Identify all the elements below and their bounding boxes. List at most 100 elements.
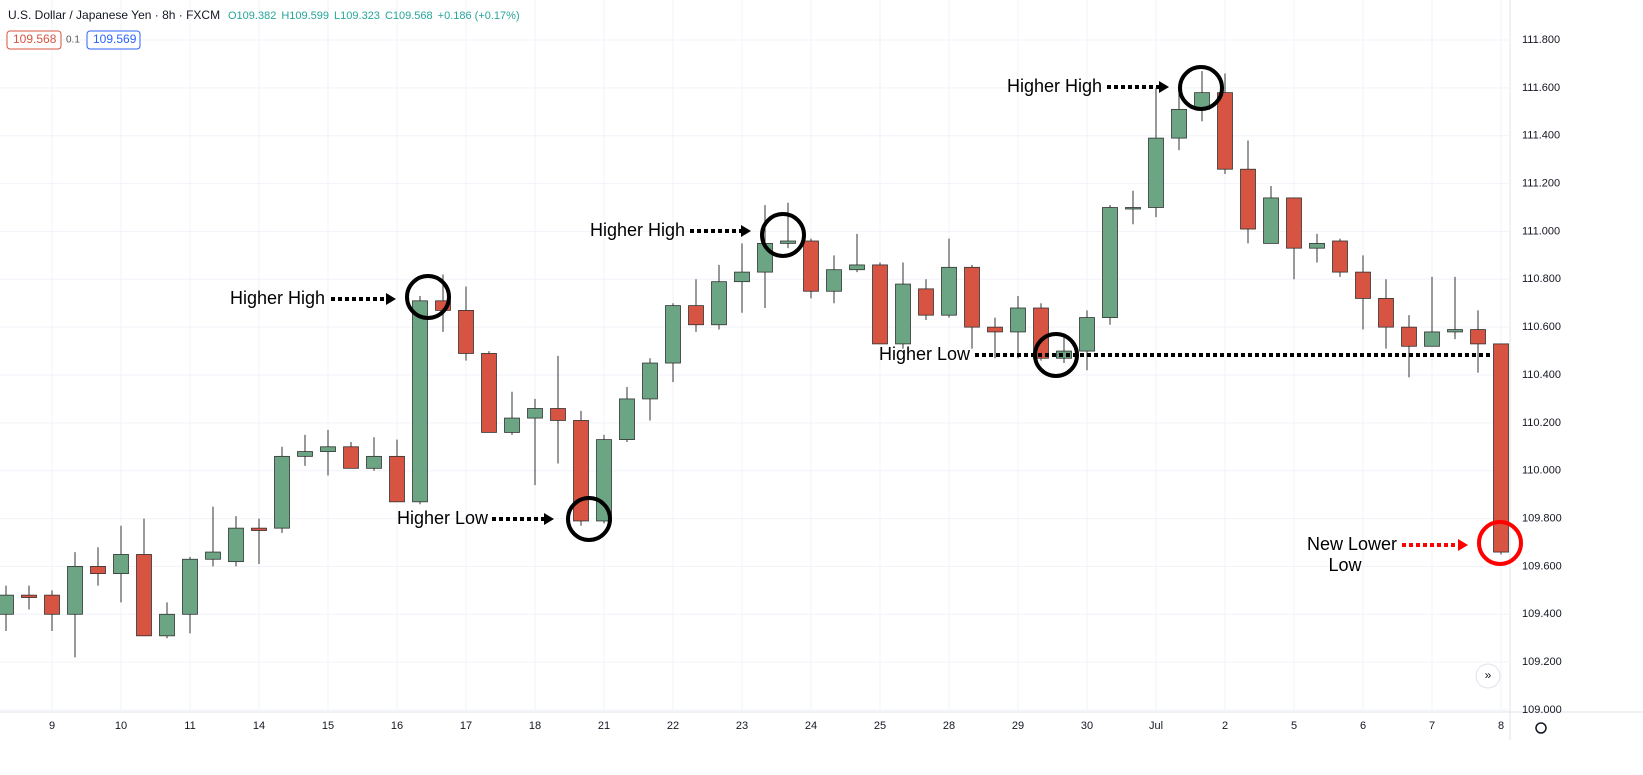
scroll-icon[interactable]: »	[1485, 668, 1492, 682]
x-tick-label: 11	[184, 720, 195, 732]
scroll-button[interactable]	[1475, 663, 1501, 689]
candle-body	[665, 305, 681, 364]
x-tick-label: 17	[460, 720, 472, 732]
candle-body	[136, 554, 152, 637]
candle-body	[182, 558, 198, 615]
candle-body	[550, 408, 566, 421]
candle-body	[412, 300, 428, 503]
candle-body	[1125, 207, 1141, 210]
candle-body	[941, 266, 957, 316]
y-tick-label: 111.800	[1522, 34, 1560, 46]
candle-body	[987, 326, 1003, 333]
annotation-text: Higher High	[230, 288, 325, 308]
candle-body	[780, 240, 796, 244]
candle-body	[21, 594, 37, 598]
candle-body	[964, 266, 980, 328]
candle-body	[159, 613, 175, 637]
y-tick-label: 111.400	[1522, 130, 1560, 142]
highlight-circle	[405, 274, 451, 320]
x-tick-label: 5	[1291, 720, 1297, 732]
candle-body	[481, 353, 497, 433]
x-tick-label: 25	[874, 720, 886, 732]
annotations: Higher High Higher Low Higher High Higher L…	[230, 65, 1523, 575]
x-tick-label: Jul	[1149, 720, 1163, 732]
arrow-head	[544, 513, 554, 525]
candle-body	[67, 566, 83, 615]
annotation-text: New Lower	[1307, 534, 1397, 554]
header-value: +0.186 (+0.17%)	[438, 10, 520, 22]
candle-body	[1378, 298, 1394, 328]
candle-body	[90, 566, 106, 575]
x-tick-label: 6	[1360, 720, 1366, 732]
y-tick-label: 111.600	[1522, 82, 1560, 94]
candle-body	[895, 283, 911, 345]
x-tick-label: 15	[322, 720, 334, 732]
y-tick-label: 111.000	[1522, 225, 1560, 237]
chart-title: U.S. Dollar / Japanese Yen · 8h · FXCM	[8, 8, 220, 22]
candle-body	[1332, 240, 1348, 273]
x-tick-label: 23	[736, 720, 748, 732]
annotation-text: Higher Low	[879, 344, 971, 364]
y-tick-label: 109.400	[1522, 608, 1562, 620]
candle-body	[1148, 137, 1164, 208]
arrow-head	[1159, 81, 1169, 93]
candle-body	[297, 451, 313, 457]
y-tick-label: 110.000	[1522, 465, 1561, 477]
candle-body	[918, 288, 934, 316]
candle-body	[1470, 329, 1486, 345]
candle-body	[1056, 350, 1072, 359]
x-tick-label: 7	[1429, 720, 1435, 732]
candle-body	[1171, 108, 1187, 139]
x-tick-label: 22	[667, 720, 679, 732]
annotation-text: Higher High	[590, 220, 685, 240]
arrow-head	[741, 225, 751, 237]
candle-body	[458, 309, 474, 354]
candle-body	[1286, 197, 1302, 249]
arrow-head	[386, 293, 396, 305]
bid-price: 109.568	[13, 32, 57, 46]
candle-body	[228, 527, 244, 563]
ask-badge	[86, 30, 141, 50]
candle-body	[205, 551, 221, 560]
arrow-head	[1458, 539, 1468, 551]
x-tick-label: 8	[1498, 720, 1504, 732]
candle-body	[619, 398, 635, 441]
y-tick-label: 110.600	[1522, 321, 1561, 333]
header-value: H109.599	[281, 10, 329, 22]
candle-body	[1447, 329, 1463, 333]
candle-body	[1424, 331, 1440, 347]
settings-icon[interactable]	[1535, 722, 1547, 734]
x-tick-label: 16	[391, 720, 403, 732]
candle-body	[711, 281, 727, 326]
header-values: O109.382 H109.599 L109.323 C109.568 +0.186 (…	[228, 10, 520, 22]
candle-body	[320, 446, 336, 452]
candles	[0, 71, 1509, 658]
y-tick-label: 109.200	[1522, 656, 1562, 668]
y-tick-label: 111.200	[1522, 177, 1560, 189]
candle-body	[343, 446, 359, 469]
highlight-circle	[760, 212, 806, 258]
x-tick-label: 28	[943, 720, 955, 732]
candle-body	[527, 408, 543, 419]
spread: 0.1	[66, 35, 80, 46]
highlight-circle	[1178, 65, 1224, 111]
candle-body	[1493, 343, 1509, 553]
header-value: O109.382	[228, 10, 276, 22]
header-value: L109.323	[334, 10, 380, 22]
x-tick-label: 21	[598, 720, 610, 732]
header-value: C109.568	[385, 10, 433, 22]
annotation-text: Low	[1328, 555, 1362, 575]
candle-body	[849, 264, 865, 271]
candle-body	[688, 305, 704, 326]
annotation-text: Higher High	[1007, 76, 1102, 96]
candle-body	[504, 417, 520, 433]
candle-body	[734, 271, 750, 283]
candle-body	[1309, 242, 1325, 249]
x-tick-label: 2	[1222, 720, 1228, 732]
candle-body	[44, 594, 60, 615]
candle-body	[1079, 317, 1095, 352]
candle-body	[1240, 168, 1256, 230]
candle-body	[274, 455, 290, 529]
candle-body	[1401, 326, 1417, 347]
